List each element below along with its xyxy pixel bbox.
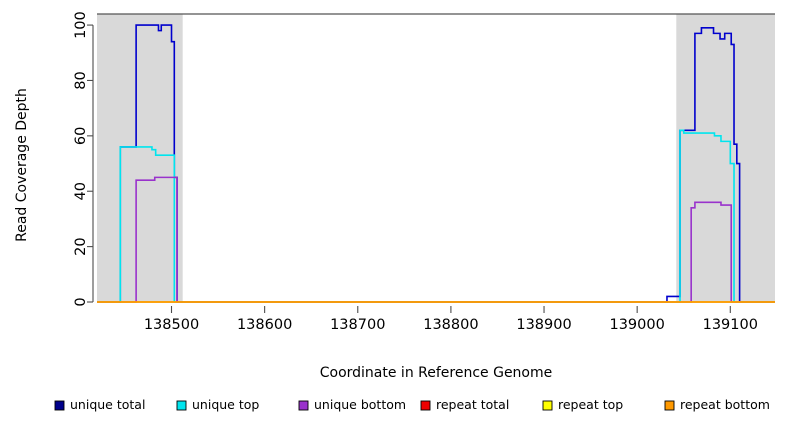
legend-item-repeat-bottom[interactable]: repeat bottom: [664, 397, 770, 412]
x-tick-label: 138700: [330, 317, 385, 333]
data-series-layer: [97, 24, 775, 303]
y-axis: 0 20 40 60 80 100: [73, 11, 94, 307]
repeat-region-left: [97, 14, 183, 302]
x-tick-label: 138500: [144, 317, 199, 333]
legend-label: unique bottom: [314, 397, 406, 412]
legend-item-unique-bottom[interactable]: unique bottom: [298, 397, 406, 412]
legend-swatch-icon: [54, 400, 65, 411]
legend-item-unique-top[interactable]: unique top: [176, 397, 259, 412]
legend-label: repeat total: [436, 397, 509, 412]
repeat-region-right: [676, 14, 775, 302]
y-tick-label: 20: [73, 237, 89, 255]
legend-item-repeat-total[interactable]: repeat total: [420, 397, 509, 412]
x-tick-label: 139100: [703, 317, 758, 333]
legend-swatch-icon: [176, 400, 187, 411]
x-axis-label: Coordinate in Reference Genome: [320, 365, 553, 381]
x-tick-label: 138900: [516, 317, 571, 333]
chart-legend: unique total unique top unique bottom repea…: [54, 397, 770, 412]
legend-swatch-icon: [298, 400, 309, 411]
legend-label: repeat bottom: [680, 397, 770, 412]
series-unique-total: [97, 24, 775, 303]
x-tick-label: 139000: [609, 317, 664, 333]
y-tick-label: 80: [73, 71, 89, 89]
y-tick-label: 40: [73, 182, 89, 200]
shaded-repeat-regions: [97, 14, 775, 302]
legend-swatch-icon: [542, 400, 553, 411]
y-tick-label: 60: [73, 127, 89, 145]
legend-item-repeat-top[interactable]: repeat top: [542, 397, 623, 412]
x-tick-label: 138600: [237, 317, 292, 333]
legend-label: unique top: [192, 397, 259, 412]
legend-swatch-icon: [420, 400, 431, 411]
x-axis: 138500 138600 138700 138800 138900 139000 1391…: [144, 306, 758, 333]
legend-swatch-icon: [664, 400, 675, 411]
y-axis-label: Read Coverage Depth: [14, 88, 30, 242]
x-tick-label: 138800: [423, 317, 478, 333]
legend-label: repeat top: [558, 397, 623, 412]
y-tick-label: 0: [73, 297, 89, 306]
y-tick-label: 100: [73, 11, 89, 39]
legend-item-unique-total[interactable]: unique total: [54, 397, 145, 412]
series-unique-top: [97, 129, 775, 303]
legend-label: unique total: [70, 397, 145, 412]
